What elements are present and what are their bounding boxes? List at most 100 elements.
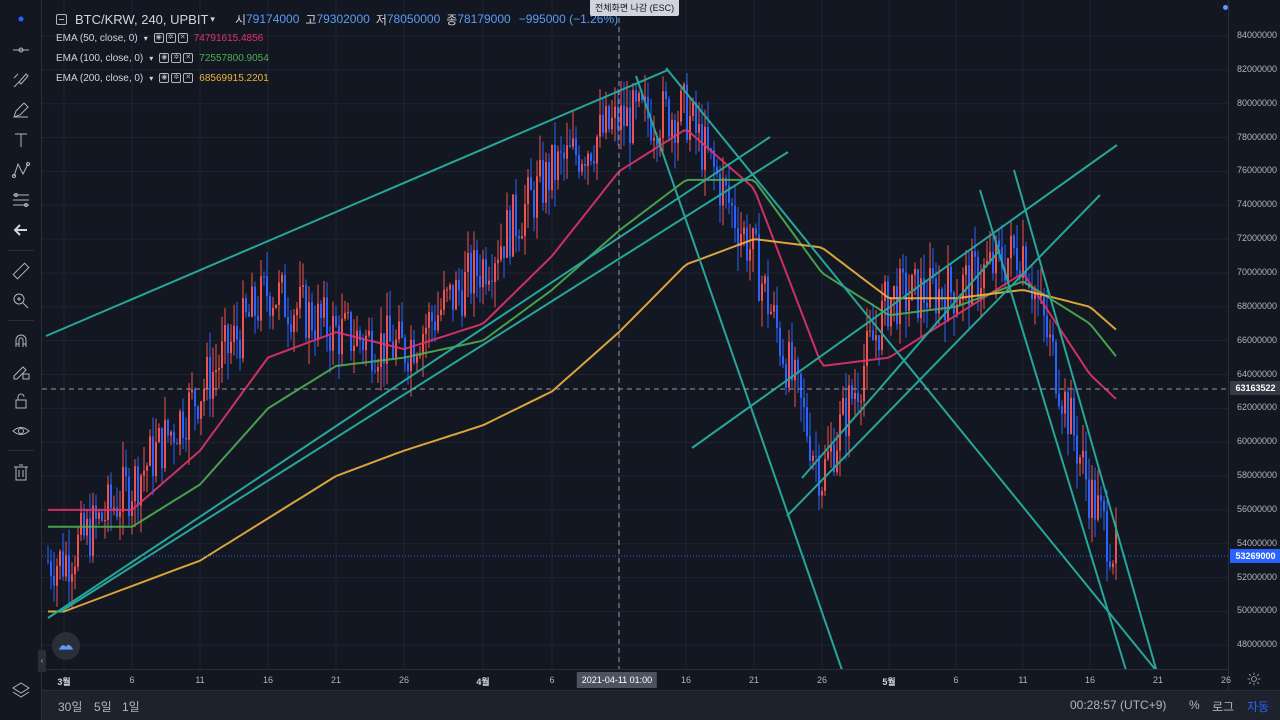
- lock-pencil-icon[interactable]: [6, 358, 36, 384]
- candle-body: [1046, 315, 1048, 338]
- chart-legend: BTC/KRW, 240, UPBIT ▾ 시 79174000 고 7930200…: [56, 10, 618, 88]
- indicator-chevron-icon[interactable]: ▾: [143, 33, 148, 43]
- candle-body: [707, 126, 709, 149]
- close-icon[interactable]: ✕: [177, 33, 188, 43]
- candle-body: [854, 392, 856, 399]
- magnet-icon[interactable]: [6, 328, 36, 354]
- price-tick-label: 50000000: [1237, 605, 1278, 616]
- time-tick-label: 21: [1152, 675, 1164, 685]
- crosshair-icon[interactable]: [6, 6, 36, 32]
- candle-body: [557, 151, 559, 181]
- indicator-chevron-icon[interactable]: ▾: [149, 73, 154, 83]
- candle-body: [788, 341, 790, 388]
- candle-body: [284, 274, 286, 317]
- clock[interactable]: 00:28:57 (UTC+9): [1070, 698, 1167, 712]
- lock-icon[interactable]: [6, 388, 36, 414]
- zoom-icon[interactable]: [6, 288, 36, 314]
- candle-body: [617, 106, 619, 130]
- settings-gear-icon[interactable]: [1246, 671, 1264, 689]
- candle-body: [1112, 563, 1114, 568]
- indicator-row[interactable]: EMA (100, close, 0) ▾ ◉ ✲ ✕ 72557800.9054: [56, 48, 618, 68]
- trend-line-icon[interactable]: [6, 37, 36, 63]
- candle-body: [779, 327, 781, 356]
- layers-icon[interactable]: [6, 677, 36, 703]
- indicator-name[interactable]: EMA (50, close, 0): [56, 32, 138, 44]
- text-icon[interactable]: [6, 127, 36, 153]
- candle-body: [50, 561, 52, 576]
- candle-body: [275, 304, 277, 308]
- indicator-name[interactable]: EMA (200, close, 0): [56, 72, 144, 84]
- candle-body: [89, 518, 91, 557]
- time-tick-label: 5월: [882, 677, 896, 687]
- candle-body: [896, 286, 898, 325]
- candle-body: [572, 138, 574, 147]
- fullscreen-exit-tooltip[interactable]: 전체화면 나감 (ESC): [590, 0, 680, 16]
- indicator-row[interactable]: EMA (200, close, 0) ▾ ◉ ✲ ✕ 68569915.2201: [56, 68, 618, 88]
- brush-icon[interactable]: [6, 67, 36, 93]
- candle-body: [1061, 405, 1063, 414]
- close-icon[interactable]: ✕: [183, 73, 194, 83]
- pen-icon[interactable]: [6, 97, 36, 123]
- candle-body: [74, 566, 76, 575]
- time-tick-label: 16: [262, 675, 274, 685]
- candle-body: [416, 356, 418, 363]
- candle-body: [317, 303, 319, 340]
- candle-body: [977, 256, 979, 298]
- pattern-icon[interactable]: [6, 157, 36, 183]
- indicator-value: 68569915.2201: [199, 72, 269, 84]
- candle-body: [602, 114, 604, 133]
- candle-body: [491, 280, 493, 282]
- candle-body: [83, 512, 85, 536]
- time-tick-label: 4월: [476, 677, 490, 687]
- candle-body: [914, 269, 916, 275]
- fib-icon[interactable]: [6, 187, 36, 213]
- indicator-name[interactable]: EMA (100, close, 0): [56, 52, 144, 64]
- eye-icon[interactable]: ◉: [159, 53, 170, 63]
- candle-body: [848, 385, 850, 436]
- candle-body: [1097, 495, 1099, 520]
- candle-body: [371, 330, 373, 371]
- indicator-chevron-icon[interactable]: ▾: [149, 53, 154, 63]
- time-axis[interactable]: 3월 6 11 16 21 26 4월 6 16 21 26 5월 6 11 16 21 26 2021-04-…: [42, 669, 1261, 690]
- candle-body: [887, 281, 889, 327]
- candle-body: [1025, 246, 1027, 282]
- indicator-row[interactable]: EMA (50, close, 0) ▾ ◉ ✲ ✕ 74791615.4856: [56, 28, 618, 48]
- price-tick-label: 62000000: [1237, 402, 1278, 413]
- chart-pane[interactable]: [42, 0, 1228, 690]
- collapse-toolbar-icon[interactable]: ‹: [38, 650, 46, 672]
- eye-icon[interactable]: ◉: [159, 73, 170, 83]
- candle-body: [665, 91, 667, 100]
- symbol-title[interactable]: BTC/KRW, 240, UPBIT: [75, 11, 209, 27]
- range-1d-button[interactable]: 1일: [122, 700, 140, 714]
- candle-body: [143, 470, 145, 476]
- toolbar-divider: [8, 250, 34, 251]
- back-arrow-icon[interactable]: [6, 217, 36, 243]
- percent-scale-button[interactable]: %: [1189, 698, 1200, 712]
- candle-body: [656, 137, 658, 146]
- log-scale-button[interactable]: 로그: [1212, 700, 1235, 714]
- eye-icon[interactable]: ◉: [153, 33, 164, 43]
- candle-body: [407, 363, 409, 372]
- candle-body: [1007, 258, 1009, 281]
- candle-body: [137, 466, 139, 506]
- auto-scale-button[interactable]: 자동: [1247, 700, 1270, 714]
- candle-body: [1103, 500, 1105, 512]
- range-30d-button[interactable]: 30일: [58, 700, 83, 714]
- trash-icon[interactable]: [6, 459, 36, 485]
- gear-icon[interactable]: ✲: [165, 33, 176, 43]
- close-icon[interactable]: ✕: [183, 53, 194, 63]
- price-axis[interactable]: 84000000 82000000 80000000 78000000 76000000…: [1228, 0, 1280, 690]
- gear-icon[interactable]: ✲: [171, 73, 182, 83]
- range-5d-button[interactable]: 5일: [94, 700, 112, 714]
- candle-body: [80, 512, 82, 535]
- ruler-icon[interactable]: [6, 258, 36, 284]
- gear-icon[interactable]: ✲: [171, 53, 182, 63]
- collapse-legend-icon[interactable]: [56, 13, 67, 25]
- candle-body: [818, 455, 820, 496]
- tradingview-logo-icon[interactable]: [52, 632, 80, 660]
- symbol-chevron-icon[interactable]: ▾: [210, 13, 215, 24]
- candle-body: [197, 406, 199, 419]
- eye-icon[interactable]: [6, 418, 36, 444]
- price-chart[interactable]: [42, 0, 1228, 690]
- trend-line: [691, 144, 1118, 449]
